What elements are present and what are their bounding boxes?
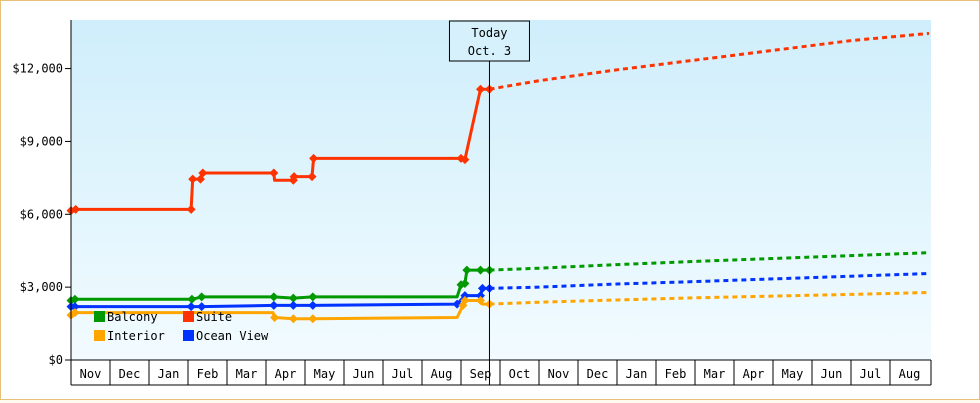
data-point <box>308 300 318 310</box>
legend-label: Interior <box>107 329 165 343</box>
x-tick-label: Mar <box>236 367 258 381</box>
data-point <box>197 302 207 312</box>
x-tick-label: Sep <box>470 367 492 381</box>
x-tick-label: Nov <box>548 367 570 381</box>
x-tick-label: Dec <box>587 367 609 381</box>
data-point <box>188 174 198 184</box>
data-point <box>71 204 81 214</box>
x-tick-label: Feb <box>197 367 219 381</box>
legend-label: Suite <box>196 310 232 324</box>
data-point <box>269 292 279 302</box>
data-point <box>186 204 196 214</box>
legend: Balcony Suite Interior Ocean View <box>94 310 269 343</box>
x-tick-label: Jun <box>353 367 375 381</box>
data-point <box>288 300 298 310</box>
data-point <box>476 296 485 305</box>
x-tick-label: Jan <box>158 367 180 381</box>
x-tick-label: Apr <box>275 367 297 381</box>
data-point <box>460 279 470 288</box>
data-point <box>309 153 319 163</box>
x-tick-label: Aug <box>431 367 453 381</box>
data-point <box>460 291 470 301</box>
x-tick-label: Oct <box>509 367 531 381</box>
data-point <box>289 172 299 182</box>
x-tick-label: Dec <box>119 367 141 381</box>
data-point <box>270 313 280 322</box>
legend-swatch <box>183 311 194 322</box>
x-tick-label: Jul <box>392 367 414 381</box>
data-point <box>288 314 298 324</box>
data-point <box>460 155 470 165</box>
data-point <box>476 291 485 301</box>
series-layer <box>66 31 930 324</box>
data-point <box>288 293 298 303</box>
data-point <box>197 292 207 302</box>
axes: $0 $3,000 $6,000 $9,000 $12,000 Nov Dec Jan Feb M… <box>12 20 932 386</box>
x-tick-label: Feb <box>665 367 687 381</box>
data-point <box>307 172 317 182</box>
x-tick-label: May <box>782 367 804 381</box>
data-point <box>476 265 485 275</box>
data-point <box>308 314 318 324</box>
projection-line-suite <box>489 31 930 91</box>
x-tick-label: Jun <box>821 367 843 381</box>
x-tick-label: May <box>314 367 336 381</box>
data-point <box>187 294 197 304</box>
data-point <box>452 299 462 309</box>
data-point <box>70 308 80 318</box>
data-point <box>269 168 279 178</box>
y-tick-label: $6,000 <box>20 207 63 221</box>
today-label-box <box>448 20 530 62</box>
x-tick-label: Jul <box>860 367 882 381</box>
data-point <box>269 300 279 310</box>
data-point <box>70 294 80 304</box>
y-tick-label: $0 <box>49 353 63 367</box>
projection-line-ocean-view <box>489 272 930 290</box>
legend-swatch <box>94 330 105 341</box>
legend-swatch <box>94 311 105 322</box>
x-tick-label: Aug <box>899 367 921 381</box>
today-label: Today <box>471 26 507 40</box>
data-point <box>477 283 487 293</box>
x-tick-label: Nov <box>80 367 102 381</box>
x-tick-label: Mar <box>704 367 726 381</box>
x-tick-label: Apr <box>743 367 765 381</box>
data-point <box>308 292 318 302</box>
data-point <box>186 302 196 312</box>
legend-swatch <box>183 330 194 341</box>
projection-line-interior <box>489 291 930 306</box>
data-point <box>70 302 80 312</box>
data-point <box>460 296 470 305</box>
x-tick-label: Jan <box>626 367 648 381</box>
y-tick-label: $3,000 <box>20 280 63 294</box>
legend-label: Ocean View <box>196 329 269 343</box>
projection-line-balcony <box>489 251 930 272</box>
data-point <box>198 168 208 178</box>
data-point <box>476 84 485 94</box>
today-date-label: Oct. 3 <box>468 44 511 58</box>
y-tick-label: $12,000 <box>12 62 63 76</box>
today-marker: Today Oct. 3 <box>448 20 530 385</box>
y-tick-label: $9,000 <box>20 134 63 148</box>
data-point <box>462 265 472 275</box>
legend-label: Balcony <box>107 310 158 324</box>
